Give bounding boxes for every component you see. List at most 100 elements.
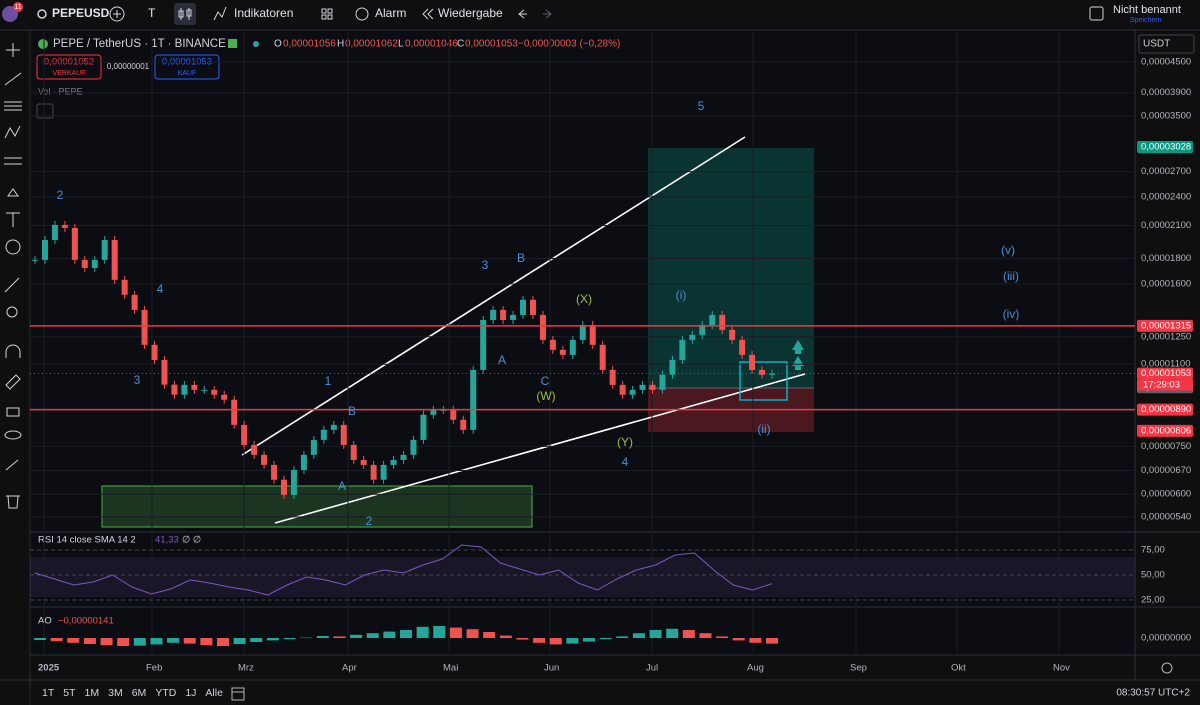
y-tick-label: 0,00001600 [1141,278,1191,289]
replay-button[interactable]: Wiedergabe [438,6,503,20]
buy-button[interactable] [154,54,220,80]
add-symbol[interactable] [109,6,125,22]
range-button[interactable]: 5T [63,687,76,699]
undo[interactable] [518,9,527,19]
y-tick-label: 0,00000540 [1141,511,1191,522]
range-button[interactable]: Alle [205,687,223,699]
candle [131,294,138,310]
sell-button[interactable] [36,54,102,80]
ao-bar [449,627,462,638]
icon-tool[interactable] [5,239,21,255]
range-button[interactable]: 3M [108,687,123,699]
lock-tool[interactable] [6,407,20,417]
candle [241,424,248,445]
candle [569,339,576,355]
delete-tool[interactable] [6,495,20,509]
price-tag-label: 0,00000890 [1141,404,1191,415]
candle [400,454,407,460]
ao-bar [416,626,429,638]
ao-bar [483,632,496,638]
candle [161,359,168,385]
candle [380,464,387,480]
o-label: O [274,39,282,50]
link-tool[interactable] [5,459,19,471]
rsi-value: 41,33 [155,535,179,546]
candle [51,224,58,240]
date-range-icon[interactable] [231,687,245,701]
indicators-button[interactable]: Indikatoren [234,6,293,20]
layout-checkbox[interactable] [1089,6,1104,21]
fib-tool[interactable] [4,101,22,111]
wave-label: 3 [134,373,141,387]
ao-bar [250,638,263,642]
pattern-tool[interactable] [4,125,21,139]
price-tag [1137,367,1193,380]
price-tag-label: 0,00003028 [1141,142,1191,153]
candle [539,314,546,340]
badge-count: 11 [14,4,21,11]
crosshair-tool[interactable] [6,43,20,57]
indicator-icon [213,6,227,21]
candle [121,279,128,295]
ao-bar [516,638,529,640]
search-icon[interactable] [37,9,47,19]
visibility-tool[interactable] [4,430,22,440]
trendline-tool[interactable] [4,72,22,86]
candle [370,464,377,480]
price-tag-label: 0,00001053 [1141,368,1191,379]
ao-bar [666,628,679,638]
layout-icon[interactable] [321,8,327,14]
candle [529,299,536,315]
candle [181,384,188,395]
range-button[interactable]: 1T [42,687,55,699]
zoom-tool[interactable] [6,306,18,318]
magnet-tool[interactable] [5,344,21,358]
ao-bar [34,638,46,640]
x-tick-label: Apr [342,663,357,674]
interval[interactable]: T [148,6,156,20]
candle [290,469,297,495]
candle [589,324,596,345]
ao-bar [266,638,279,641]
range-button[interactable]: 1M [85,687,100,699]
ao-bar [316,636,329,638]
forecast-tool[interactable] [4,157,22,165]
text-tool[interactable] [6,212,20,227]
volume-legend: Vol · PEPE [38,86,83,96]
ao-bar [333,636,346,638]
symbol[interactable]: PEPEUSD [52,6,110,20]
wave-label: 4 [157,282,164,296]
alarm-button[interactable]: Alarm [375,6,406,20]
range-button[interactable]: YTD [155,687,176,699]
measure-tool[interactable] [4,277,20,293]
candle [719,314,726,330]
range-button[interactable]: 6M [132,687,147,699]
wave-label: B [348,404,356,418]
settings[interactable] [1161,662,1173,674]
c-value: 0,00001053 [465,39,518,50]
range-button[interactable]: 1J [185,687,196,699]
currency-select[interactable] [1138,34,1195,54]
candle [609,369,616,385]
redo[interactable] [543,9,552,19]
lock-draw-tool[interactable] [5,374,21,390]
candle [689,334,696,340]
candle [510,314,517,320]
shape-tool[interactable] [7,188,19,197]
layout-name[interactable]: Nicht benannt [1113,4,1181,16]
collapse-legend[interactable] [36,103,54,119]
ao-bar [300,637,313,639]
wave-label: (W) [536,389,555,403]
price-tag [1137,424,1193,437]
y-tick-label: 0,00001250 [1141,331,1191,342]
candle [41,239,48,260]
candle [450,409,457,420]
wave-label: 1 [325,374,332,388]
candle [201,389,208,391]
candle [231,399,238,425]
ao-bar [632,633,645,638]
saved-status: Speichern [1130,17,1162,24]
rsi-title: RSI 14 close SMA 14 2 [38,535,136,546]
y-tick-label: 50,00 [1141,570,1165,581]
chart-style[interactable] [174,3,196,25]
